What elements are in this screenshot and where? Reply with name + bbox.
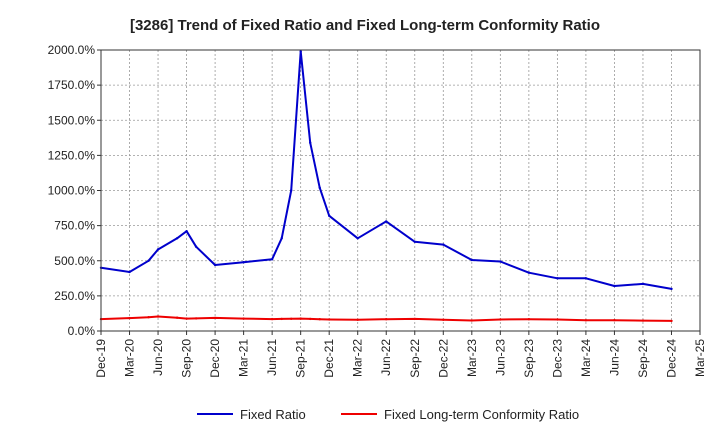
data-point: [128, 270, 131, 274]
data-point: [270, 317, 274, 321]
data-point: [442, 318, 445, 321]
data-point: [641, 319, 645, 322]
plot-frame: [100, 49, 701, 332]
x-tick-label: Dec-24: [664, 339, 678, 378]
x-tick-label: Dec-23: [550, 339, 564, 378]
y-tick-label: 750.0%: [54, 219, 95, 233]
data-point: [309, 317, 312, 321]
x-tick-label: Dec-20: [208, 339, 222, 378]
series-lines: [99, 50, 673, 323]
data-point: [156, 315, 160, 318]
data-point: [556, 318, 559, 321]
x-tick-label: Mar-20: [123, 339, 137, 377]
x-tick-label: Jun-21: [265, 339, 279, 376]
data-point: [147, 259, 150, 262]
x-tick-label: Mar-25: [693, 339, 707, 377]
x-tick-label: Jun-24: [607, 339, 621, 376]
data-point: [470, 258, 473, 262]
data-point: [147, 316, 150, 319]
y-tick-label: 1500.0%: [48, 113, 96, 127]
data-point: [670, 287, 673, 291]
data-point: [499, 318, 502, 321]
x-tick-label: Dec-21: [322, 339, 336, 378]
data-point: [280, 317, 283, 321]
series-line-fixed-long-term-conformity-ratio: [100, 315, 672, 322]
data-point: [385, 318, 388, 321]
data-point: [584, 277, 588, 280]
data-point: [328, 214, 331, 217]
data-point: [527, 318, 531, 321]
legend-label-fixed-long-term-conformity-ratio: Fixed Long-term Conformity Ratio: [384, 407, 579, 422]
data-point: [442, 243, 445, 246]
data-point: [318, 186, 321, 189]
data-point: [613, 284, 616, 288]
x-axis: Dec-19 Mar-20 Jun-20 Sep-20 Dec-20 Mar-21 Jun-…: [94, 331, 707, 378]
data-point: [556, 277, 559, 280]
data-point: [194, 317, 198, 320]
data-point: [413, 317, 416, 321]
data-point: [280, 237, 283, 240]
legend: Fixed Ratio Fixed Long-term Conformity R…: [197, 407, 579, 422]
data-point: [670, 319, 673, 323]
y-tick-label: 0.0%: [68, 324, 96, 338]
y-tick-label: 250.0%: [54, 289, 95, 303]
data-point: [318, 318, 321, 321]
data-point: [299, 50, 302, 53]
series-line-fixed-ratio: [100, 50, 672, 290]
x-tick-label: Sep-24: [636, 339, 650, 378]
data-point: [641, 282, 645, 286]
data-point: [242, 261, 245, 264]
data-point: [299, 317, 302, 320]
x-tick-label: Mar-21: [237, 339, 251, 377]
y-tick-label: 500.0%: [54, 254, 95, 268]
legend-label-fixed-ratio: Fixed Ratio: [240, 407, 306, 422]
x-tick-label: Mar-24: [579, 339, 593, 377]
data-point: [185, 317, 188, 320]
data-point: [270, 258, 274, 261]
x-tick-label: Dec-22: [436, 339, 450, 378]
y-tick-label: 1000.0%: [48, 184, 96, 198]
x-tick-label: Sep-23: [522, 339, 536, 378]
x-tick-label: Mar-23: [465, 339, 479, 377]
data-point: [613, 319, 616, 322]
data-point: [175, 316, 179, 319]
data-point: [290, 189, 293, 192]
y-tick-label: 1250.0%: [48, 148, 96, 162]
data-point: [499, 260, 502, 263]
data-point: [470, 319, 473, 322]
data-point: [527, 271, 531, 274]
x-tick-label: Dec-19: [94, 339, 108, 378]
y-axis: 0.0% 250.0% 500.0% 750.0% 1000.0% 1250.0% 1500…: [48, 43, 101, 338]
data-point: [242, 317, 245, 320]
data-point: [356, 237, 359, 240]
x-tick-label: Sep-20: [180, 339, 194, 378]
x-tick-label: Sep-22: [408, 339, 422, 378]
x-tick-label: Jun-20: [151, 339, 165, 376]
y-tick-label: 1750.0%: [48, 78, 96, 92]
data-point: [584, 319, 588, 322]
data-point: [356, 318, 359, 321]
data-point: [128, 316, 131, 320]
data-point: [213, 263, 217, 267]
data-point: [413, 240, 416, 243]
data-point: [156, 248, 160, 251]
x-tick-label: Jun-23: [493, 339, 507, 376]
data-point: [194, 245, 198, 248]
data-point: [290, 317, 293, 320]
x-tick-label: Jun-22: [379, 339, 393, 376]
series-fixed-ratio: [99, 50, 673, 291]
x-tick-label: Mar-22: [351, 339, 365, 377]
data-point: [213, 316, 217, 320]
series-fixed-long-term-conformity-ratio: [99, 315, 673, 323]
y-tick-label: 2000.0%: [48, 43, 96, 57]
chart-title: [3286] Trend of Fixed Ratio and Fixed Lo…: [130, 17, 600, 34]
data-point: [175, 237, 179, 240]
data-point: [309, 141, 312, 144]
plot-area: [101, 50, 700, 331]
data-point: [185, 230, 188, 233]
data-point: [328, 318, 331, 321]
data-point: [385, 220, 388, 223]
x-tick-label: Sep-21: [294, 339, 308, 378]
